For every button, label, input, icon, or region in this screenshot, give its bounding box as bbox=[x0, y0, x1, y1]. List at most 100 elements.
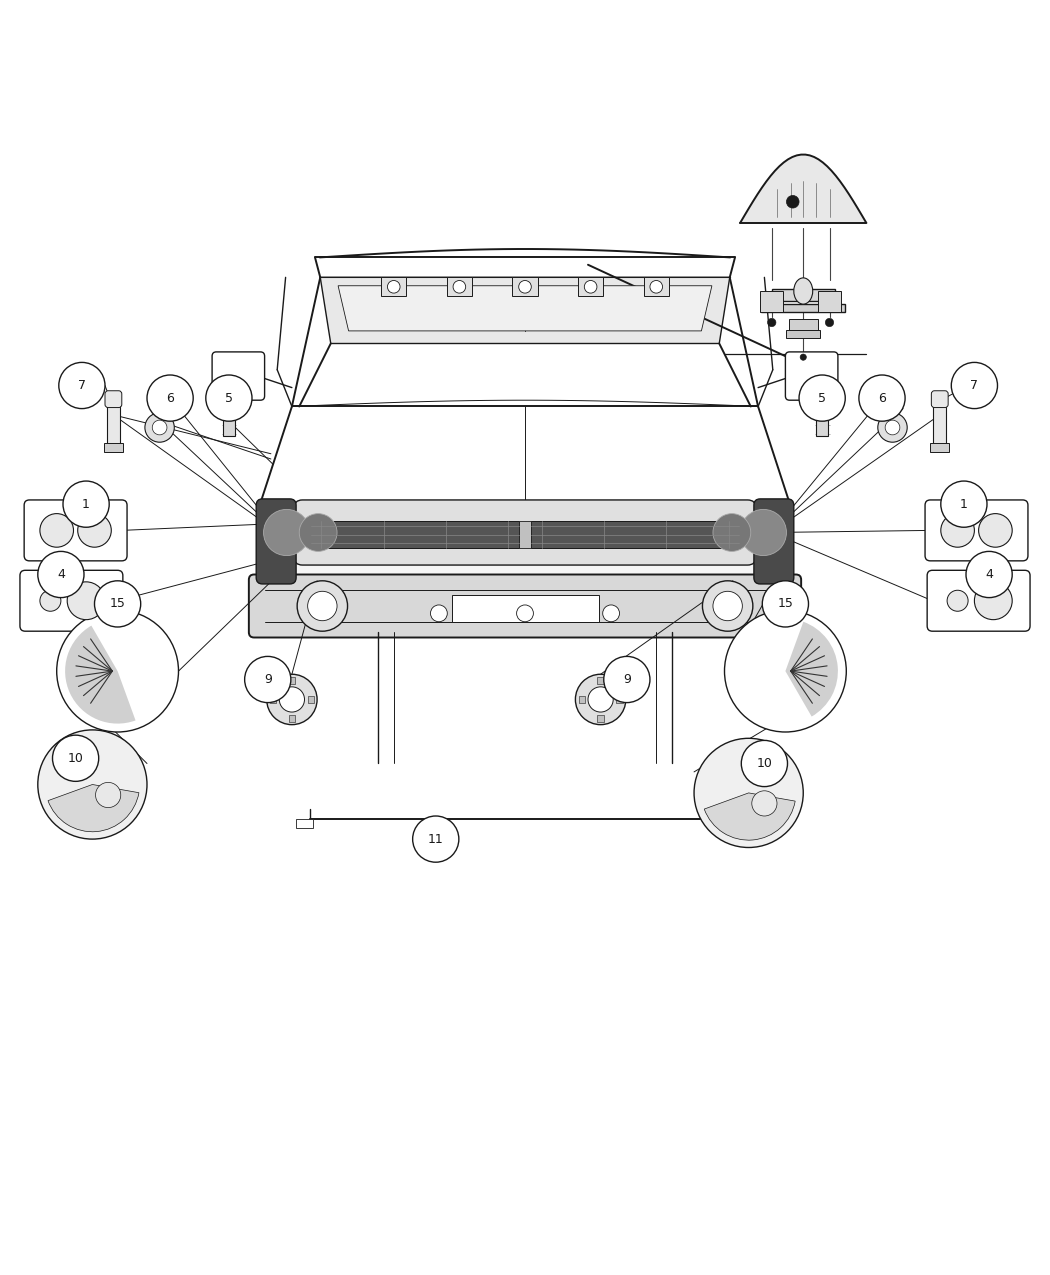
Circle shape bbox=[387, 280, 400, 293]
Circle shape bbox=[799, 375, 845, 421]
FancyBboxPatch shape bbox=[754, 499, 794, 584]
Text: 1: 1 bbox=[82, 497, 90, 511]
Circle shape bbox=[979, 514, 1012, 547]
Bar bbox=[104, 444, 123, 451]
Circle shape bbox=[878, 413, 907, 442]
Text: 6: 6 bbox=[166, 391, 174, 404]
Text: 7: 7 bbox=[78, 379, 86, 391]
Circle shape bbox=[650, 280, 663, 293]
Circle shape bbox=[94, 581, 141, 627]
Text: 9: 9 bbox=[264, 673, 272, 686]
Ellipse shape bbox=[220, 400, 237, 413]
Circle shape bbox=[59, 362, 105, 408]
Circle shape bbox=[741, 741, 788, 787]
Circle shape bbox=[768, 319, 776, 326]
FancyBboxPatch shape bbox=[927, 570, 1030, 631]
Bar bbox=[597, 715, 604, 722]
Circle shape bbox=[859, 375, 905, 421]
Circle shape bbox=[145, 413, 174, 442]
Circle shape bbox=[52, 736, 99, 782]
Polygon shape bbox=[338, 286, 712, 332]
Circle shape bbox=[245, 657, 291, 703]
Circle shape bbox=[604, 657, 650, 703]
FancyBboxPatch shape bbox=[256, 499, 296, 584]
Bar bbox=[760, 291, 783, 312]
Circle shape bbox=[279, 687, 304, 711]
Circle shape bbox=[713, 592, 742, 621]
Bar bbox=[933, 404, 946, 444]
Circle shape bbox=[762, 581, 808, 627]
Circle shape bbox=[588, 687, 613, 711]
Circle shape bbox=[713, 514, 751, 551]
Circle shape bbox=[966, 551, 1012, 598]
FancyBboxPatch shape bbox=[24, 500, 127, 561]
Circle shape bbox=[67, 581, 105, 620]
Circle shape bbox=[38, 551, 84, 598]
Text: 5: 5 bbox=[225, 391, 233, 404]
Bar bbox=[289, 715, 295, 722]
Circle shape bbox=[786, 195, 799, 208]
Circle shape bbox=[575, 674, 626, 724]
Circle shape bbox=[267, 674, 317, 724]
Circle shape bbox=[740, 510, 786, 556]
Circle shape bbox=[947, 590, 968, 611]
Bar bbox=[616, 696, 623, 703]
Bar bbox=[289, 677, 295, 683]
Bar bbox=[519, 521, 531, 548]
Circle shape bbox=[941, 481, 987, 528]
Bar bbox=[296, 819, 313, 827]
Ellipse shape bbox=[794, 278, 813, 305]
Circle shape bbox=[724, 611, 846, 732]
Bar bbox=[308, 696, 314, 703]
Text: 15: 15 bbox=[777, 598, 794, 611]
Bar bbox=[786, 330, 820, 338]
FancyBboxPatch shape bbox=[105, 390, 122, 408]
Bar bbox=[512, 278, 538, 296]
Bar bbox=[381, 278, 406, 296]
Polygon shape bbox=[740, 154, 866, 223]
Circle shape bbox=[308, 592, 337, 621]
Circle shape bbox=[38, 729, 147, 839]
Bar bbox=[270, 696, 276, 703]
Text: 1: 1 bbox=[960, 497, 968, 511]
FancyBboxPatch shape bbox=[212, 352, 265, 400]
Text: 9: 9 bbox=[623, 673, 631, 686]
Circle shape bbox=[825, 319, 834, 326]
Circle shape bbox=[800, 354, 806, 361]
Text: 15: 15 bbox=[109, 598, 126, 611]
Circle shape bbox=[413, 816, 459, 862]
Circle shape bbox=[40, 590, 61, 611]
Bar bbox=[789, 319, 818, 330]
Bar bbox=[452, 595, 598, 622]
Text: 4: 4 bbox=[985, 567, 993, 581]
Bar bbox=[260, 504, 790, 580]
Circle shape bbox=[206, 375, 252, 421]
Circle shape bbox=[584, 280, 596, 293]
Circle shape bbox=[941, 514, 974, 547]
Bar bbox=[579, 696, 585, 703]
Text: 6: 6 bbox=[878, 391, 886, 404]
Text: 10: 10 bbox=[67, 752, 84, 765]
FancyBboxPatch shape bbox=[20, 570, 123, 631]
Circle shape bbox=[430, 604, 447, 622]
Circle shape bbox=[78, 514, 111, 547]
Polygon shape bbox=[320, 278, 730, 343]
FancyBboxPatch shape bbox=[294, 500, 756, 565]
Circle shape bbox=[299, 514, 337, 551]
Ellipse shape bbox=[814, 400, 831, 413]
FancyBboxPatch shape bbox=[249, 575, 801, 638]
Circle shape bbox=[96, 783, 121, 807]
Circle shape bbox=[702, 581, 753, 631]
Bar bbox=[816, 407, 828, 436]
Text: 11: 11 bbox=[428, 833, 443, 845]
Circle shape bbox=[951, 362, 998, 408]
Circle shape bbox=[519, 280, 531, 293]
Bar bbox=[107, 404, 120, 444]
Bar bbox=[597, 677, 604, 683]
Circle shape bbox=[454, 280, 466, 293]
Circle shape bbox=[694, 738, 803, 848]
Circle shape bbox=[752, 790, 777, 816]
Bar bbox=[730, 819, 751, 831]
Bar bbox=[447, 278, 473, 296]
Circle shape bbox=[885, 421, 900, 435]
